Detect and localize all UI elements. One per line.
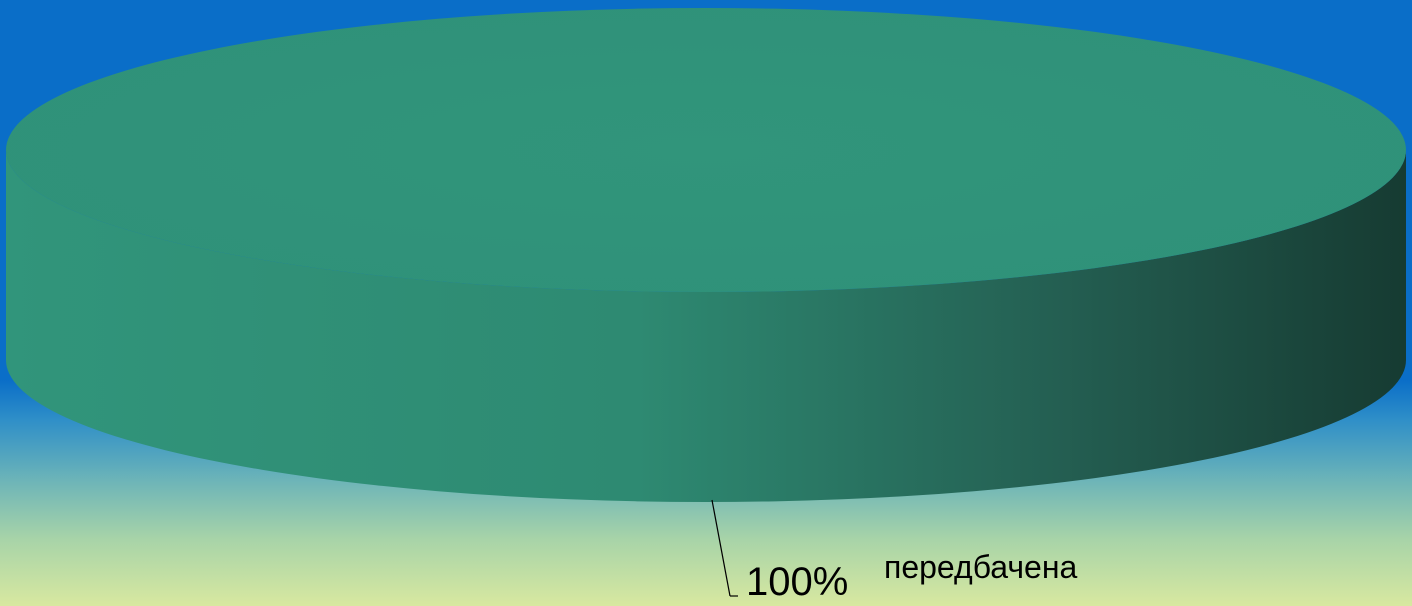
pie-slice-side-0 (6, 150, 1406, 502)
leader-line (711, 499, 731, 597)
pie-slice-top-0 (6, 8, 1406, 292)
pie-slices (6, 8, 1406, 502)
slice-category-label: передбачена (884, 549, 1078, 585)
slice-value-label: 100% (746, 560, 849, 604)
